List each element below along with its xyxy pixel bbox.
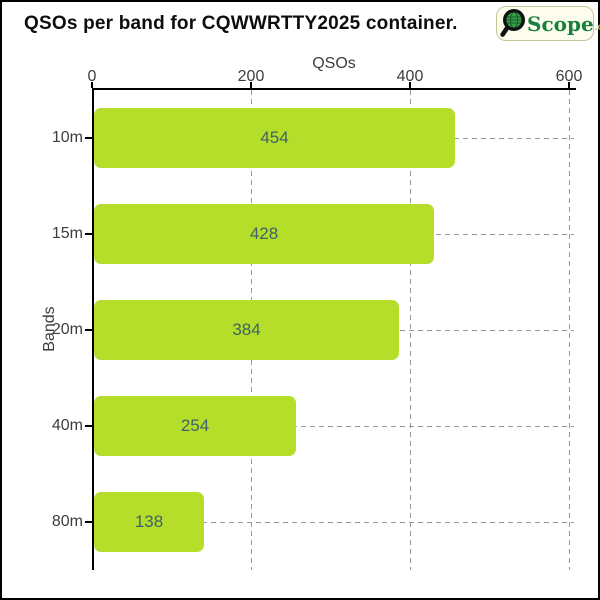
x-tick-label: 0 bbox=[87, 68, 97, 85]
x-tick-label: 600 bbox=[555, 68, 583, 85]
x-tick bbox=[409, 82, 411, 88]
x-tick-label: 400 bbox=[396, 68, 424, 85]
bar: 428 bbox=[94, 204, 434, 264]
bar-value-label: 428 bbox=[249, 224, 279, 243]
y-axis-line bbox=[92, 88, 94, 570]
x-tick-label: 200 bbox=[237, 68, 265, 85]
bar-value-label: 254 bbox=[180, 416, 210, 435]
bar-value-label: 138 bbox=[134, 512, 164, 531]
y-tick bbox=[85, 425, 92, 427]
x-tick bbox=[250, 82, 252, 88]
bar: 454 bbox=[94, 108, 455, 168]
magnifier-globe-icon bbox=[500, 8, 526, 37]
x-tick bbox=[91, 82, 93, 88]
bar: 254 bbox=[94, 396, 296, 456]
y-tick bbox=[85, 329, 92, 331]
qscope-logo: Scope .org bbox=[496, 6, 600, 41]
y-tick bbox=[85, 521, 92, 523]
y-gridline bbox=[94, 522, 574, 523]
y-tick bbox=[85, 233, 92, 235]
y-tick-label: 10m bbox=[51, 129, 83, 146]
chart-title: QSOs per band for CQWWRTTY2025 container… bbox=[24, 13, 458, 34]
bar-value-label: 454 bbox=[260, 128, 289, 147]
bar: 384 bbox=[94, 300, 399, 360]
y-tick-label: 80m bbox=[51, 513, 83, 530]
y-gridline bbox=[94, 426, 574, 427]
logo-org-text: .org bbox=[594, 22, 600, 33]
x-axis-line bbox=[92, 88, 576, 90]
y-tick-label: 15m bbox=[51, 225, 83, 242]
bar: 138 bbox=[94, 492, 204, 552]
y-tick bbox=[85, 137, 92, 139]
y-tick-label: 40m bbox=[51, 417, 83, 434]
x-axis-title: QSOs bbox=[312, 55, 356, 72]
x-tick bbox=[568, 82, 570, 88]
logo-scope-text: Scope bbox=[527, 11, 594, 36]
bar-value-label: 384 bbox=[232, 320, 261, 339]
y-tick-label: 20m bbox=[51, 321, 83, 338]
